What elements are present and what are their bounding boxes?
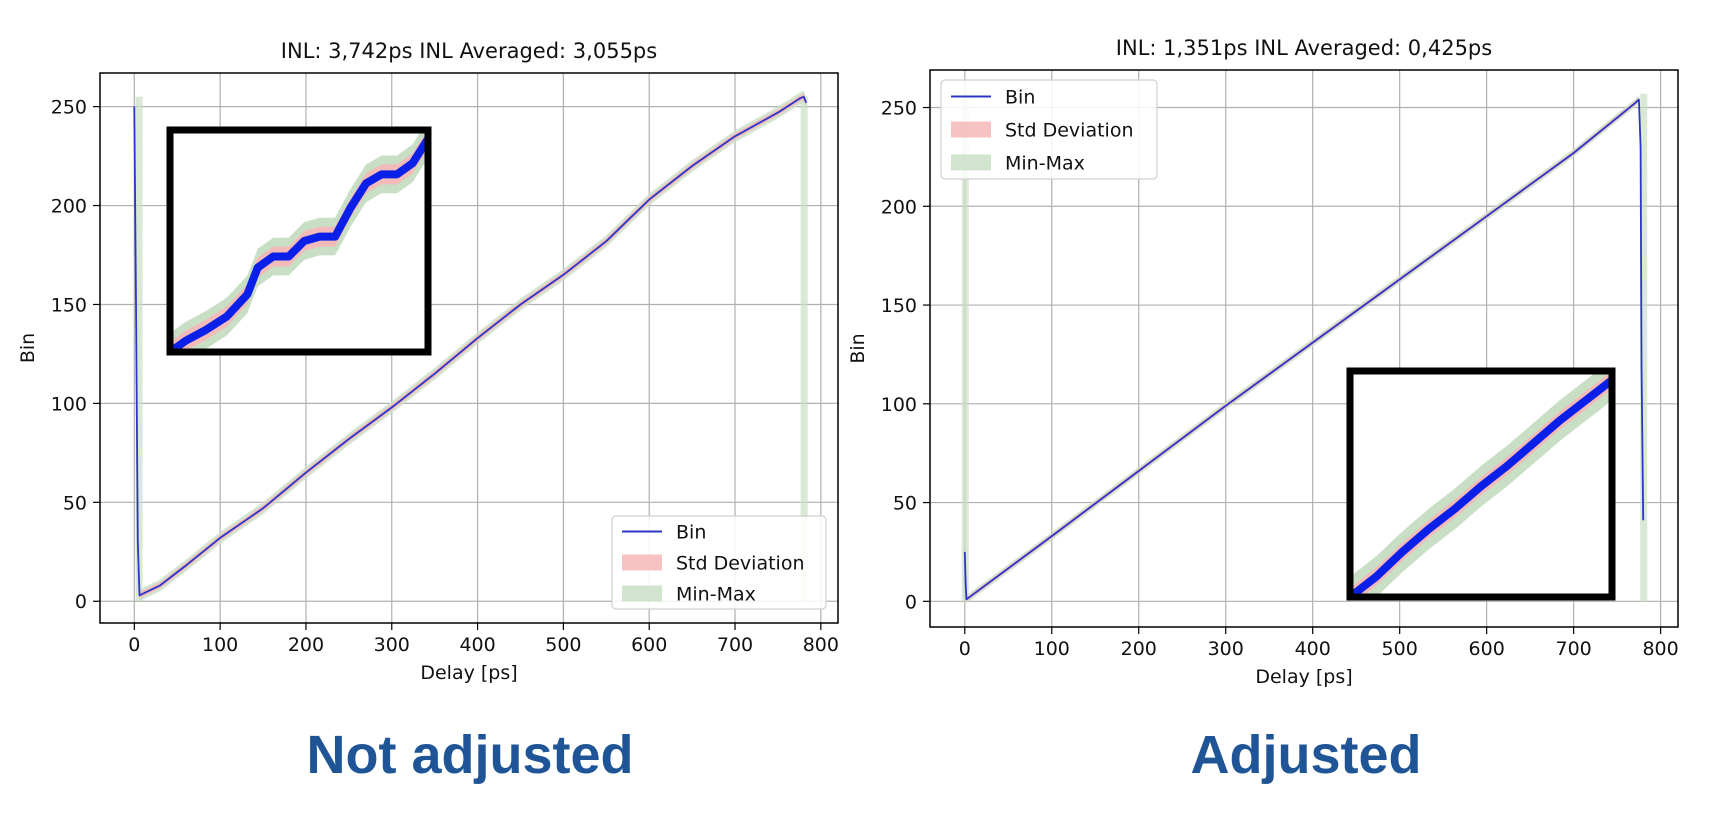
y-tick-label: 200 [51,196,87,218]
minmax-spike [135,96,143,602]
x-axis-label: Delay [ps] [1255,666,1352,688]
inset-bin-line [170,134,428,352]
x-tick-label: 500 [545,634,581,656]
x-tick-label: 100 [1034,638,1070,660]
y-tick-label: 250 [881,98,917,120]
legend-label: Std Deviation [1005,120,1134,142]
x-tick-label: 200 [1121,638,1157,660]
legend-label: Std Deviation [676,553,805,575]
y-tick-label: 50 [63,492,87,514]
x-tick-label: 800 [803,634,839,656]
x-tick-label: 600 [1469,638,1505,660]
legend-label: Min-Max [676,584,756,606]
inset-bin-line [1350,376,1612,597]
y-tick-label: 100 [881,394,917,416]
x-tick-label: 800 [1642,638,1678,660]
y-tick-label: 50 [893,493,917,515]
minmax-spike [800,96,808,602]
chart-title: INL: 3,742ps INL Averaged: 3,055ps [281,39,657,63]
chart-title: INL: 1,351ps INL Averaged: 0,425ps [1116,36,1492,60]
minmax-spike [1640,93,1648,602]
inset-plot [170,130,428,352]
x-tick-label: 200 [288,634,324,656]
caption-adjusted: Adjusted [1190,725,1421,785]
x-tick-label: 400 [1295,638,1331,660]
caption-not-adjusted: Not adjusted [306,725,633,785]
x-tick-label: 600 [631,634,667,656]
x-tick-label: 300 [1208,638,1244,660]
chart-adjusted: 0 100 200 300 400 500 600 700 800 0 50 100 150 200 250… [847,36,1679,688]
x-tick-label: 700 [717,634,753,656]
y-tick-label: 0 [75,591,87,613]
legend-label: Min-Max [1005,153,1085,175]
x-tick-label: 300 [374,634,410,656]
series-line-bin [963,98,1645,601]
plot-frame [99,72,839,624]
y-axis-label: Bin [847,333,869,363]
legend-label: Bin [676,522,706,544]
inset-plot [1350,371,1612,597]
y-tick-label: 200 [881,196,917,218]
minmax-spike [961,93,969,602]
std-band [134,93,807,599]
y-axis-label: Bin [17,333,39,363]
legend-box [611,515,827,610]
y-tick-label: 150 [51,294,87,316]
y-tick-label: 250 [51,97,87,119]
x-tick-label: 700 [1555,638,1591,660]
legend-swatch-minmax [951,154,991,171]
legend-swatch-minmax [622,585,662,602]
legend-box [940,79,1158,180]
x-tick-label: 500 [1382,638,1418,660]
chart-not-adjusted: 0 100 200 300 400 500 600 700 800 0 50 100 150 200 250… [17,39,839,684]
x-tick-label: 100 [202,634,238,656]
x-tick-label: 400 [459,634,495,656]
series-line-bin [133,95,808,597]
plot-frame [929,69,1679,628]
legend-swatch-std [951,121,991,138]
legend-swatch-std [622,554,662,571]
x-axis-label: Delay [ps] [420,662,517,684]
legend-label: Bin [1005,87,1035,109]
y-tick-label: 150 [881,295,917,317]
y-tick-label: 100 [51,393,87,415]
x-tick-label: 0 [959,638,971,660]
y-tick-label: 0 [905,591,917,613]
inset-frame [166,126,432,356]
x-tick-label: 0 [128,634,140,656]
inset-frame [1346,367,1616,601]
